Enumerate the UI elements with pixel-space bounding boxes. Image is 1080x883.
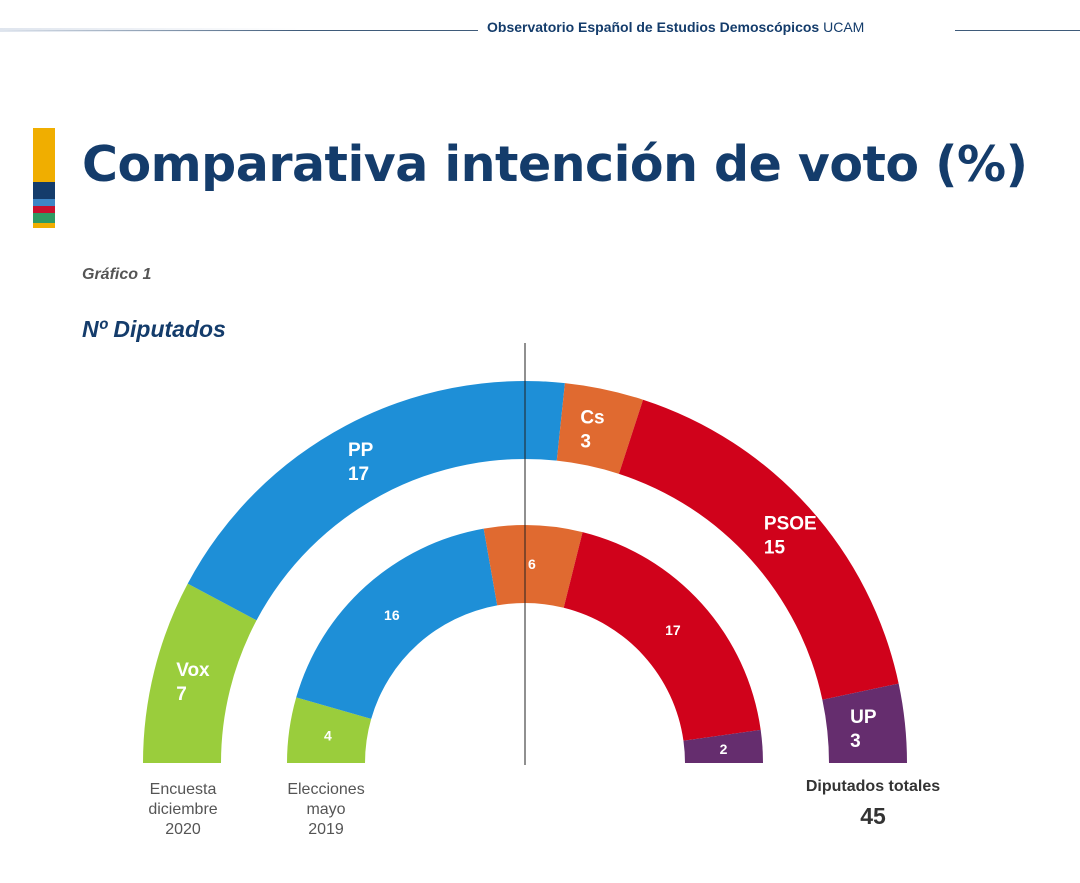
outer-ring-segment-psoe	[618, 399, 899, 700]
accent-segment-yellow	[33, 128, 55, 182]
outer-ring-seats-pp: 17	[348, 464, 369, 485]
inner-ring-label-up: 2	[720, 741, 728, 757]
outer-ring-segment-vox	[143, 583, 257, 763]
header-university: UCAM	[823, 19, 865, 35]
outer-ring-party-pp: PP	[348, 440, 374, 461]
outer-ring-label: Encuesta diciembre 2020	[120, 780, 246, 840]
outer-ring-label-line-3: 2020	[165, 821, 201, 838]
outer-ring-seats-cs: 3	[580, 431, 591, 452]
chart-title: Nº Diputados	[82, 316, 226, 342]
total-seats-value: 45	[860, 803, 886, 829]
outer-ring-party-up: UP	[850, 707, 877, 728]
inner-ring-label-line-2: mayo	[306, 801, 346, 818]
inner-ring-label-psoe: 17	[665, 622, 681, 638]
header-organization: Observatorio Español de Estudios Demoscó…	[487, 19, 820, 35]
outer-ring-segment-cs	[556, 383, 644, 474]
outer-ring-label-pp: PP 17	[348, 440, 374, 485]
accent-color-bar	[33, 128, 55, 228]
outer-ring-label-up: UP 3	[850, 707, 877, 752]
outer-ring-seats-vox: 7	[176, 684, 187, 705]
outer-ring-party-cs: Cs	[580, 407, 604, 428]
outer-ring-label-vox: Vox 7	[176, 660, 210, 705]
inner-ring-segment-up	[683, 729, 763, 763]
accent-segment-red	[33, 206, 55, 213]
outer-ring-party-vox: Vox	[176, 660, 210, 681]
inner-ring-label-pp: 16	[384, 607, 400, 623]
total-seats-label: Diputados totales	[805, 778, 941, 795]
page-title: Comparativa intención de voto (%)	[82, 136, 1028, 193]
accent-segment-yellow-end	[33, 223, 55, 228]
inner-ring-segment-psoe	[563, 532, 761, 741]
inner-ring-label: Elecciones mayo 2019	[263, 780, 389, 840]
header-rule-right	[955, 30, 1080, 31]
header-rule-left	[0, 28, 478, 32]
accent-segment-navy	[33, 182, 55, 199]
outer-ring-label-line-2: diciembre	[148, 801, 218, 818]
inner-ring-label-line-1: Elecciones	[287, 781, 365, 798]
inner-ring-label-vox: 4	[324, 727, 332, 743]
outer-ring-segment-pp	[187, 381, 565, 621]
inner-ring-label-cs: 6	[528, 556, 536, 572]
outer-ring-segment-up	[822, 683, 907, 763]
outer-ring-party-psoe: PSOE	[764, 513, 817, 534]
outer-ring-label-cs: Cs 3	[580, 407, 604, 452]
accent-segment-green	[33, 213, 55, 223]
outer-ring-seats-psoe: 15	[764, 537, 786, 558]
inner-ring-segment-vox	[287, 697, 372, 763]
header-title: Observatorio Español de Estudios Demoscó…	[487, 19, 864, 35]
accent-segment-blue	[33, 199, 55, 206]
inner-ring-segment-pp	[296, 528, 498, 719]
graph-number-label: Gráfico 1	[82, 266, 152, 283]
outer-ring-label-line-1: Encuesta	[149, 781, 217, 798]
inner-ring-segment-cs	[483, 525, 583, 608]
inner-ring-label-line-3: 2019	[308, 821, 344, 838]
outer-ring-seats-up: 3	[850, 731, 861, 752]
outer-ring-label-psoe: PSOE 15	[764, 513, 817, 558]
